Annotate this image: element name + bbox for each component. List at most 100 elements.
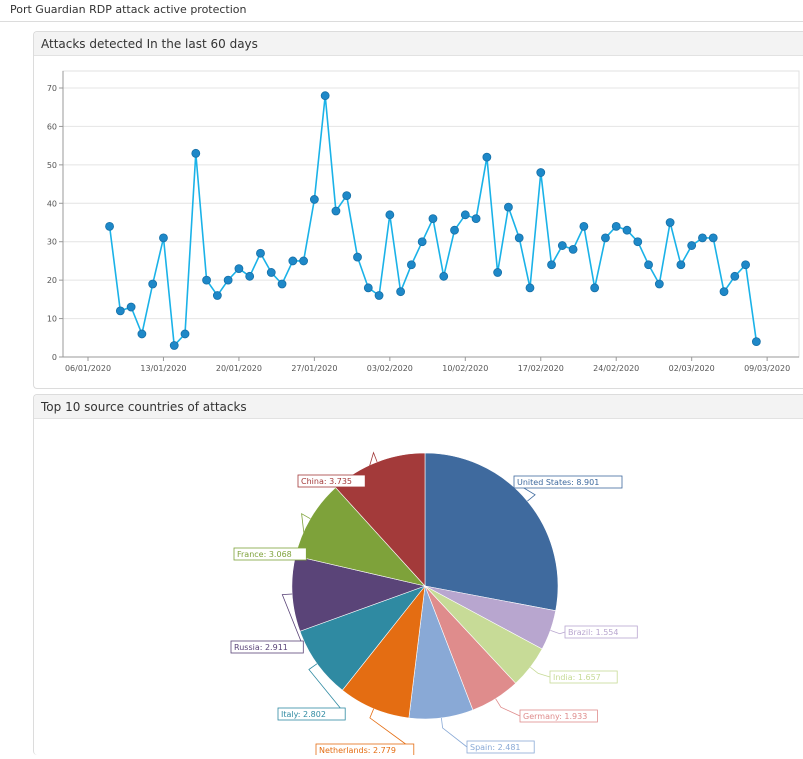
line-panel-title: Attacks detected In the last 60 days: [34, 32, 803, 56]
slice-leader-line: [364, 451, 378, 482]
data-point: [363, 283, 373, 293]
data-point: [331, 206, 341, 216]
data-point: [676, 260, 686, 270]
data-point: [353, 252, 362, 262]
page-header: Port Guardian RDP attack active protecti…: [0, 0, 803, 22]
slice-label: Brazil: 1.554: [568, 628, 618, 637]
data-point: [309, 195, 319, 204]
data-point: [504, 202, 513, 212]
pie-slice: [424, 452, 559, 612]
data-point: [277, 279, 287, 289]
data-point: [137, 329, 147, 339]
data-point: [622, 225, 632, 235]
data-point: [202, 275, 211, 285]
data-point: [191, 148, 201, 158]
slice-leader-line: [495, 698, 521, 717]
x-tick-label: 24/02/2020: [593, 364, 639, 373]
data-point: [708, 233, 718, 243]
data-point: [687, 241, 697, 250]
data-point: [547, 260, 556, 270]
x-tick-label: 27/01/2020: [291, 364, 337, 373]
data-point: [385, 210, 395, 220]
data-point: [460, 210, 470, 220]
data-point: [568, 244, 578, 254]
y-tick-label: 30: [47, 238, 57, 247]
data-point: [557, 241, 567, 250]
slice-leader-line: [441, 717, 468, 748]
data-point: [439, 271, 449, 281]
data-point: [590, 283, 600, 293]
data-point: [299, 256, 309, 266]
data-point: [212, 291, 222, 300]
slice-leader-line: [301, 512, 311, 555]
slice-label: Germany: 1.933: [523, 712, 587, 721]
slice-label: France: 3.068: [237, 550, 292, 559]
y-tick-label: 20: [47, 276, 57, 285]
data-point: [288, 256, 298, 266]
slice-leader-line: [550, 630, 566, 635]
data-point: [525, 283, 535, 293]
slice-leader-line: [530, 666, 551, 678]
data-point: [266, 268, 276, 277]
y-tick-label: 50: [47, 161, 57, 170]
pie-panel-title: Top 10 source countries of attacks: [34, 395, 803, 419]
attacks-line-chart: 0 10 20 30 40 50 60 70 06/01/2020 13/01/2020 20/01…: [47, 70, 800, 373]
slice-label-box: [297, 474, 366, 488]
plot-area: [62, 70, 800, 358]
slice-leader-line: [308, 663, 346, 715]
data-point: [482, 152, 492, 162]
data-point: [245, 271, 255, 281]
data-point: [741, 260, 750, 270]
data-point: [115, 306, 125, 316]
slice-label-box: [513, 475, 623, 489]
slice-label-box: [519, 709, 598, 723]
data-point: [126, 302, 136, 312]
data-point: [730, 271, 740, 281]
x-tick-label: 03/02/2020: [367, 364, 413, 373]
data-point: [601, 233, 610, 243]
slice-label: Netherlands: 2.779: [319, 746, 396, 755]
data-point: [471, 214, 481, 224]
data-point: [654, 279, 664, 289]
x-tick-label: 10/02/2020: [442, 364, 488, 373]
slice-label-box: [230, 640, 304, 654]
x-tick-label: 09/03/2020: [744, 364, 790, 373]
data-point: [514, 233, 524, 243]
data-point: [579, 221, 589, 231]
data-point: [223, 275, 233, 285]
data-point: [256, 248, 265, 258]
data-point: [450, 225, 459, 235]
slice-label: China: 3.735: [301, 477, 352, 486]
y-tick-label: 40: [47, 199, 57, 208]
data-point: [536, 168, 546, 177]
slice-label: Russia: 2.911: [234, 643, 288, 652]
slice-label-box: [233, 547, 307, 561]
y-tick-label: 70: [47, 84, 57, 93]
data-point: [148, 279, 158, 289]
countries-pie-panel: Top 10 source countries of attacks Unite…: [33, 394, 803, 757]
attacks-line-panel: Attacks detected In the last 60 days 0 10…: [33, 31, 803, 389]
data-point: [644, 260, 653, 270]
slice-leader-line: [369, 708, 415, 751]
data-point: [105, 221, 114, 231]
page-title: Port Guardian RDP attack active protecti…: [10, 3, 247, 16]
countries-pie-chart: United States: 8.901 Brazil: 1.554 India: …: [230, 451, 638, 757]
data-point: [751, 337, 761, 347]
x-tick-label: 02/03/2020: [669, 364, 715, 373]
data-point: [611, 221, 621, 231]
x-tick-label: 06/01/2020: [65, 364, 111, 373]
data-point: [374, 291, 384, 300]
slice-label-box: [549, 670, 618, 684]
slice-label: Italy: 2.802: [281, 710, 326, 719]
data-point: [159, 233, 168, 243]
y-tick-label: 60: [47, 122, 57, 131]
data-point: [698, 233, 707, 243]
data-point: [406, 260, 416, 270]
data-point: [169, 341, 179, 350]
x-tick-label: 20/01/2020: [216, 364, 262, 373]
data-point: [234, 264, 244, 274]
data-point: [719, 287, 729, 297]
slice-label-box: [277, 707, 346, 721]
data-point: [320, 91, 330, 101]
data-point: [493, 268, 503, 277]
